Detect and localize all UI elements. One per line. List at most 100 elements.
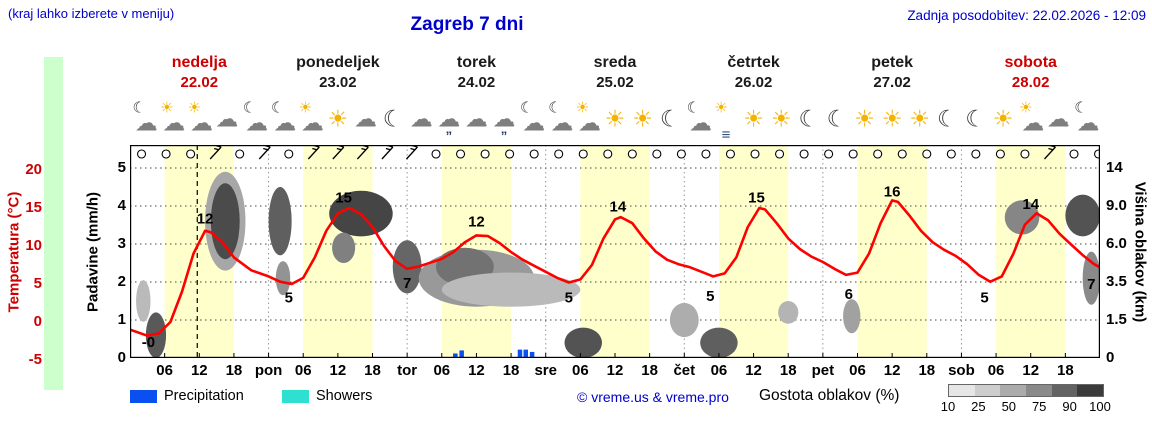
cloud-layer-blob <box>275 261 291 296</box>
cloud-layer-blob <box>778 301 799 324</box>
day-header: petek 27.02 <box>823 53 962 95</box>
sun-cloud-icon: ☀ ☁ <box>187 99 213 136</box>
time-tick-label: 18 <box>641 362 658 379</box>
cloud-layer-blob <box>1065 194 1100 237</box>
wind-calm-circle <box>1094 149 1100 159</box>
density-shade-segment <box>1077 385 1104 396</box>
sun-cloud-icon: ☀ ☁ <box>160 99 186 136</box>
precipitation-bar <box>517 349 523 358</box>
wind-calm-circle <box>725 149 736 159</box>
daylight-band <box>857 145 927 358</box>
precip-tick: 4 <box>117 197 126 214</box>
wind-calm-circle <box>480 149 490 159</box>
daylight-band <box>580 145 650 358</box>
sun-icon: ☀ <box>327 105 349 132</box>
time-tick-label: 12 <box>190 362 208 379</box>
wind-calm-circle <box>848 149 858 159</box>
temp-tick: 15 <box>25 199 42 216</box>
page-title: Zagreb 7 dni <box>410 14 524 35</box>
day-header: sreda 25.02 <box>546 53 685 95</box>
density-shade-segment <box>949 385 975 396</box>
density-tick-label: 25 <box>971 399 986 414</box>
wind-calm-circle <box>922 149 932 159</box>
wind-calm-circle <box>1020 149 1030 159</box>
precipitation-bar <box>453 353 458 358</box>
time-tick-label: 12 <box>745 362 762 379</box>
cloud-density-gradient-bar <box>948 384 1104 397</box>
copyright-link[interactable]: © vreme.us & vreme.pro <box>577 389 729 405</box>
day-header: četrtek 26.02 <box>684 53 823 95</box>
time-tick-label: 06 <box>710 362 728 379</box>
wind-calm-circle <box>946 149 956 159</box>
moon-cloud-icon: ☾ ☁ <box>686 99 713 136</box>
wind-calm-circle <box>995 149 1005 159</box>
weather-icons-row: ☾ ☁ ☀ ☁ ☀ ☁ ☁ ☾ ☁ ☾ ☁ ☀ ☁ ☀ ☁ ☾ ☁ ☁” ☁ ☁” ☾ ☁ ☾ ☁ ☀ ☁ ☀ ☀ ☾ ☾ ☁ ☀ ≡ ☀ ☀ ☾ ☾ ☀… <box>130 95 1100 143</box>
time-tick-label: 18 <box>502 362 520 379</box>
time-tick-label: čet <box>673 362 696 379</box>
time-tick-label: 06 <box>294 362 312 379</box>
temp-tick: 10 <box>25 237 42 254</box>
showers-swatch <box>282 390 309 403</box>
density-shade-segment <box>1051 385 1078 396</box>
wind-calm-circle <box>652 149 662 159</box>
wind-calm-circle <box>554 149 564 159</box>
day-date: 26.02 <box>734 74 773 91</box>
time-tick-label: pon <box>254 362 283 379</box>
wind-barb <box>405 145 418 160</box>
wind-calm-circle <box>161 149 171 159</box>
cloud-icon: ☁ <box>215 105 239 132</box>
cloud-icon: ☁ <box>353 105 377 132</box>
wind-calm-circle <box>897 149 907 159</box>
day-name: sreda <box>593 54 637 71</box>
sun-icon: ☀ <box>992 105 1014 132</box>
temperature-value-label: 5 <box>285 290 293 307</box>
density-tick-label: 100 <box>1089 399 1111 414</box>
time-tick-label: 12 <box>468 362 485 379</box>
precip-tick: 5 <box>117 159 126 176</box>
day-name: četrtek <box>727 54 780 71</box>
temperature-value-label: 6 <box>845 286 853 303</box>
wind-calm-circle <box>529 149 539 159</box>
wind-calm-circle <box>284 149 294 159</box>
moon-cloud-icon: ☾ ☁ <box>1074 99 1100 136</box>
sun-icon: ☀ <box>743 105 764 132</box>
time-tick-label: 06 <box>572 362 589 379</box>
sun-icon: ☀ <box>770 105 792 132</box>
cloud-layer-blob <box>136 280 151 322</box>
precip-tick: 2 <box>117 273 126 290</box>
cloud-icon: ☁ <box>464 105 488 132</box>
time-tick-label: 06 <box>156 362 173 379</box>
moon-icon: ☾ <box>798 105 820 132</box>
wind-calm-circle <box>750 149 760 159</box>
cloud-layer-blob <box>441 272 581 307</box>
density-shade-segment <box>1026 385 1052 396</box>
moon-icon: ☾ <box>659 105 681 132</box>
precipitation-swatch <box>130 390 157 403</box>
temperature-value-label: 14 <box>610 198 627 215</box>
sun-icon: ☀ <box>881 105 903 132</box>
temperature-value-label: 15 <box>748 189 765 206</box>
wind-calm-circle <box>235 149 245 159</box>
sun-cloud-icon: ☀ ☁ <box>575 99 602 136</box>
temp-tick: 0 <box>33 313 42 330</box>
density-tick-label: 10 <box>940 399 956 414</box>
day-name: nedelja <box>171 54 227 71</box>
density-tick-label: 75 <box>1031 399 1047 414</box>
day-header: sobota 28.02 <box>961 53 1100 95</box>
density-shade-segment <box>974 385 1001 396</box>
plot-frame <box>130 145 1100 358</box>
wind-calm-circle <box>873 149 883 159</box>
left-accent-strip <box>44 57 63 390</box>
wind-calm-circle <box>971 149 981 159</box>
density-tick-label: 90 <box>1062 399 1077 414</box>
precipitation-legend-label: Precipitation <box>164 388 244 404</box>
wind-calm-circle <box>1069 149 1079 159</box>
cloud-layer-blob <box>564 327 603 358</box>
temperature-value-label: 15 <box>335 189 352 206</box>
moon-cloud-icon: ☾ ☁ <box>520 99 546 136</box>
time-tick-label: 18 <box>918 362 936 379</box>
temperature-value-label: 7 <box>1087 276 1095 293</box>
wind-barb <box>381 145 394 160</box>
time-tick-label: sob <box>948 362 975 379</box>
time-tick-label: 12 <box>329 362 347 379</box>
